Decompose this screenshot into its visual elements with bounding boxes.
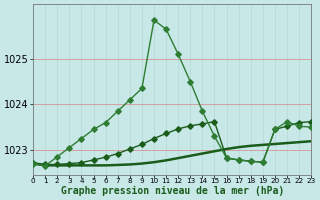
X-axis label: Graphe pression niveau de la mer (hPa): Graphe pression niveau de la mer (hPa) <box>60 186 284 196</box>
